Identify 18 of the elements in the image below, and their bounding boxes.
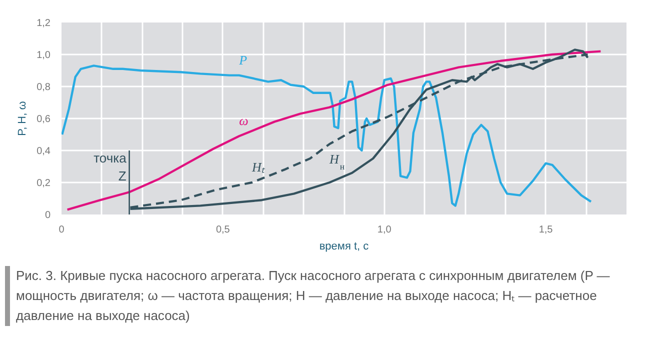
x-tick-label: 0,5 (216, 224, 230, 236)
y-tick-label: 1,2 (36, 18, 51, 29)
y-tick-label: 0,6 (36, 114, 51, 125)
x-tick-label: 0 (58, 224, 65, 236)
series-label: Hₜ (250, 160, 266, 174)
y-axis-title: P, H, ω (16, 100, 29, 136)
ref-line-label: точка Z (94, 150, 128, 184)
x-tick-label: 1,0 (377, 224, 392, 236)
y-tick-label: 1,0 (36, 50, 51, 61)
x-tick-label: 1,5 (538, 224, 554, 236)
series-label: P (238, 52, 248, 68)
y-tick-label: 0,4 (36, 146, 51, 157)
x-axis-title: время t, с (319, 240, 370, 252)
y-tick-label: 0,2 (36, 178, 51, 189)
y-tick-label: 0,8 (36, 82, 51, 93)
series-label: ω (239, 113, 248, 128)
y-tick-label: 0 (44, 210, 51, 221)
text: Рис. 3. Кривые пуска насосного агрегата. Пуск насосного агрегата с синхронным двигателем (P — мощность двигателя; ω — частота вращения; H — давление на выходе насоса; Hₜ — расчетное давление на выходе насоса) (5, 266, 645, 326)
